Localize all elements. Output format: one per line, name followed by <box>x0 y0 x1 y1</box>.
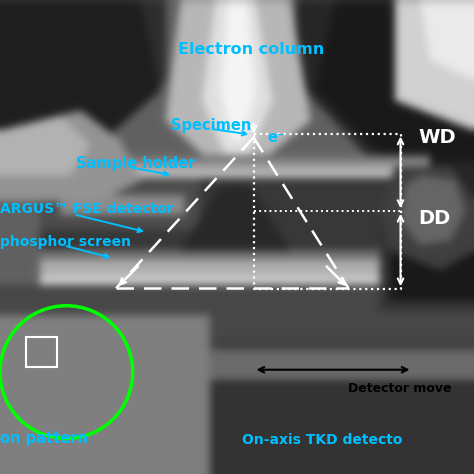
Text: e⁻: e⁻ <box>268 130 285 145</box>
Text: Detector move: Detector move <box>348 382 452 394</box>
Text: Electron column: Electron column <box>178 42 324 57</box>
Text: DD: DD <box>418 209 450 228</box>
Bar <box>26 337 57 367</box>
Text: ARGUS™ FSE detector: ARGUS™ FSE detector <box>0 201 173 216</box>
Text: on pattern: on pattern <box>0 431 88 446</box>
Text: WD: WD <box>418 128 456 147</box>
Text: Specimen: Specimen <box>171 118 251 133</box>
Text: Sample holder: Sample holder <box>76 156 195 171</box>
Text: On-axis TKD detecto: On-axis TKD detecto <box>242 433 402 447</box>
Text: phosphor screen: phosphor screen <box>0 235 131 249</box>
